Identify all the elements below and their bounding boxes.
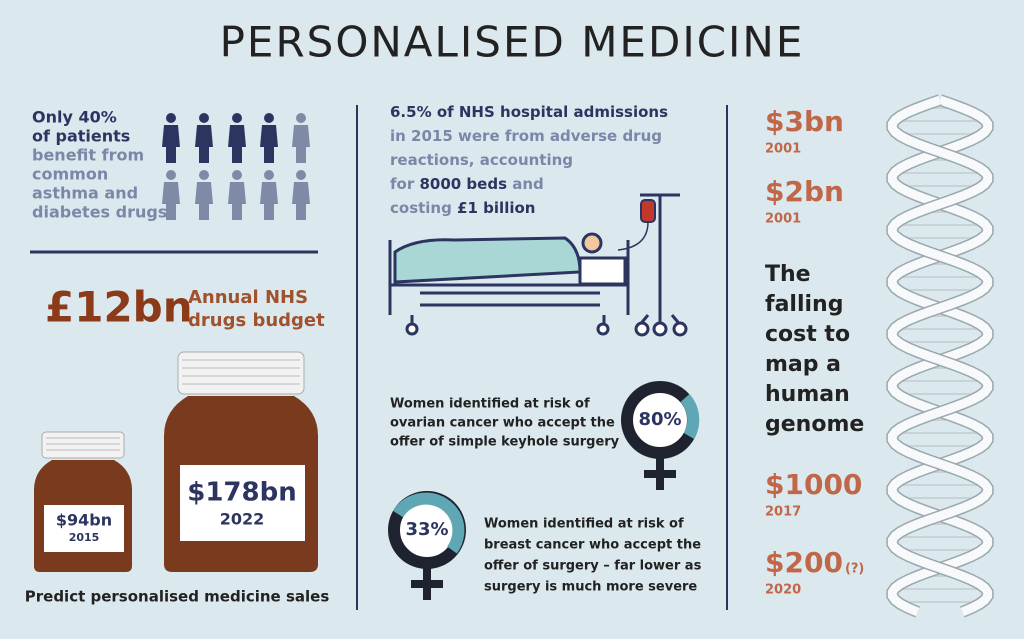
cost-note: (?) — [845, 562, 864, 577]
budget-amount: £12bn — [45, 283, 193, 332]
genome-heading: cost to — [765, 322, 850, 347]
admissions-line: in 2015 were from adverse drug — [390, 127, 662, 145]
person-head — [232, 113, 242, 123]
person-body — [260, 182, 278, 220]
person-body — [292, 125, 310, 163]
person-head — [296, 113, 306, 123]
genome-heading: The — [765, 262, 811, 287]
breast-text: surgery is much more severe — [484, 580, 697, 595]
breast-text: Women identified at risk of — [484, 517, 684, 532]
admissions-segment: for — [390, 175, 419, 193]
title: PERSONALISED MEDICINE — [220, 18, 805, 67]
ovarian-text: Women identified at risk of — [390, 397, 590, 412]
admissions-segment: and — [507, 175, 544, 193]
cost-amount: $1000 — [765, 468, 862, 501]
person-head — [232, 170, 242, 180]
jar-small — [34, 431, 132, 572]
admissions-segment: costing — [390, 199, 457, 217]
percent: 33% — [405, 519, 448, 540]
ovarian-text: ovarian cancer who accept the — [390, 416, 615, 431]
admissions-segment: 6.5% of NHS hospital admissions — [390, 103, 668, 121]
sales-caption: Predict personalised medicine sales — [25, 588, 330, 606]
person-head — [199, 113, 209, 123]
patients-text: asthma and — [32, 184, 138, 203]
people-icons — [162, 113, 310, 220]
admissions-segment: reactions, accounting — [390, 151, 573, 169]
admissions-segment: £1 billion — [457, 199, 535, 217]
patients-highlight: Only 40% — [32, 108, 117, 127]
person-head — [199, 170, 209, 180]
person-head — [296, 170, 306, 180]
budget-label: drugs budget — [188, 310, 325, 331]
dna-helix — [886, 94, 994, 618]
person-body — [195, 182, 213, 220]
cost-year: 2001 — [765, 212, 801, 227]
patients-text: common — [32, 165, 108, 184]
admissions-segment: in 2015 were from adverse drug — [390, 127, 662, 145]
jar-large — [164, 351, 318, 572]
person-head — [166, 113, 176, 123]
person-body — [292, 182, 310, 220]
admissions-line: 6.5% of NHS hospital admissions — [390, 103, 668, 121]
cost-year: 2020 — [765, 583, 801, 598]
person-body — [228, 182, 246, 220]
person-body — [162, 125, 180, 163]
patients-text: diabetes drugs — [32, 203, 167, 222]
genome-heading: genome — [765, 412, 864, 437]
cost-year: 2001 — [765, 142, 801, 157]
person-body — [162, 182, 180, 220]
jar-year: 2022 — [220, 510, 265, 529]
female-symbol — [621, 381, 700, 490]
jar-amount: $94bn — [56, 511, 112, 530]
person-body — [260, 125, 278, 163]
breast-text: breast cancer who accept the — [484, 538, 701, 553]
admissions-line: costing £1 billion — [390, 199, 535, 217]
patients-highlight: of patients — [32, 127, 130, 146]
jar-amount: $178bn — [187, 478, 296, 508]
budget-label: Annual NHS — [188, 287, 308, 308]
cost-year: 2017 — [765, 505, 801, 520]
cost-amount: $200 — [765, 546, 843, 579]
cost-amount: $3bn — [765, 105, 844, 138]
breast-text: offer of surgery – far lower as — [484, 559, 702, 574]
person-body — [228, 125, 246, 163]
female-symbol — [388, 491, 466, 600]
ovarian-text: offer of simple keyhole surgery — [390, 435, 620, 450]
genome-heading: human — [765, 382, 850, 407]
admissions-line: reactions, accounting — [390, 151, 573, 169]
genome-heading: falling — [765, 292, 843, 317]
percent: 80% — [638, 409, 681, 430]
patients-text: benefit from — [32, 146, 144, 165]
admissions-segment: 8000 beds — [419, 175, 507, 193]
jar-year: 2015 — [69, 531, 100, 544]
admissions-line: for 8000 beds and — [390, 175, 544, 193]
person-body — [195, 125, 213, 163]
person-head — [264, 170, 274, 180]
dna-strand — [887, 95, 993, 617]
dna-strand — [887, 95, 993, 617]
cost-amount: $2bn — [765, 175, 844, 208]
person-head — [264, 113, 274, 123]
hospital-bed — [388, 193, 688, 337]
admissions-text: 6.5% of NHS hospital admissions in 2015 w… — [390, 103, 668, 217]
genome-costs: $3bn 2001 $2bn 2001 $1000 2017 $200 (?) 2020 The f… — [765, 105, 864, 598]
genome-heading: map a — [765, 352, 841, 377]
person-head — [166, 170, 176, 180]
